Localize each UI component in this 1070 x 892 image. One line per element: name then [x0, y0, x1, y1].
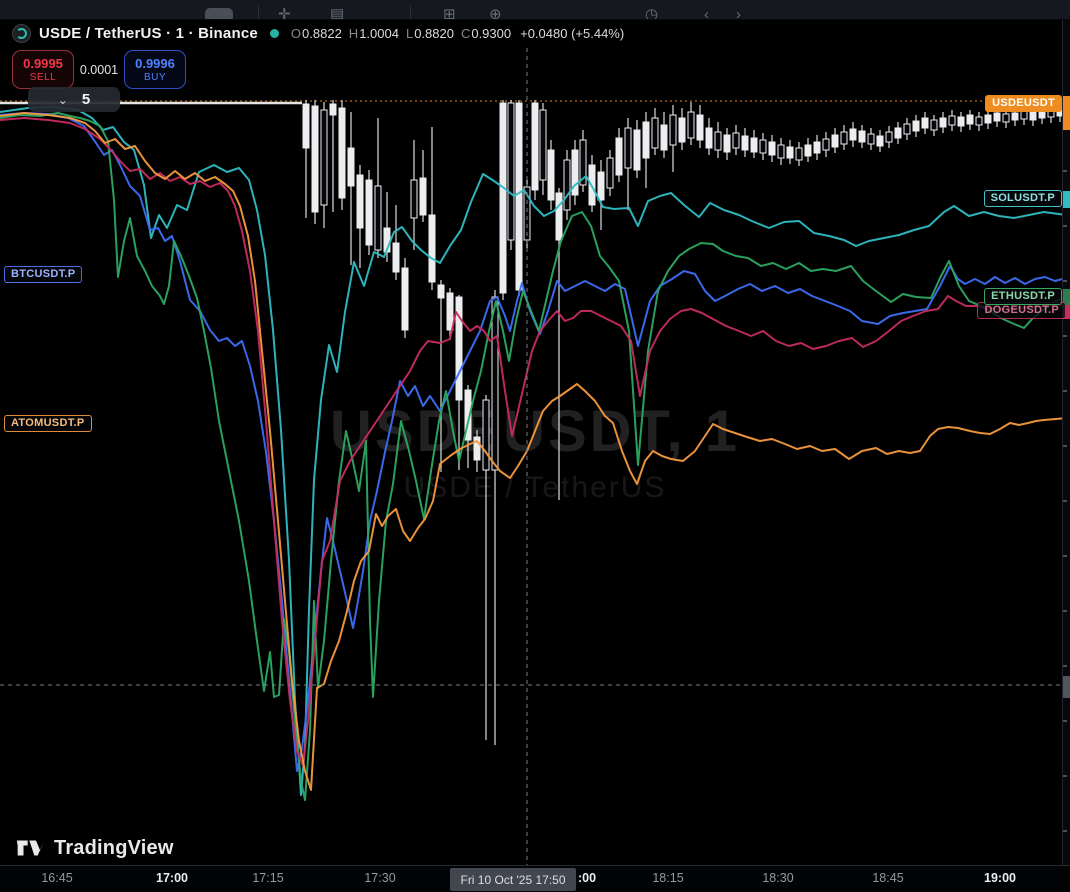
spread-value: 0.0001	[79, 62, 119, 77]
series-label-atomusdt[interactable]: ATOMUSDT.P	[4, 415, 92, 432]
time-axis-tick: 16:45	[41, 871, 73, 885]
price-axis-tick	[1063, 555, 1067, 557]
price-axis-chip	[1063, 676, 1070, 698]
watermark-description: USDE / TetherUS	[403, 471, 667, 504]
time-axis[interactable]: Fri 10 Oct '25 17:50 16:45 17:00 17:15 17:3…	[0, 865, 1070, 892]
price-axis-tick	[1063, 720, 1067, 722]
crosshair-style-icon[interactable]: ✛	[278, 6, 291, 20]
tradingview-logo[interactable]: TradingView	[16, 836, 174, 860]
top-toolbar: ✛ ▤ ⊞ ⊕ ◷ ‹ ›	[0, 0, 1070, 20]
price-axis[interactable]	[1062, 20, 1070, 865]
trade-panel: 0.9995 SELL 0.0001 0.9996 BUY	[12, 50, 186, 89]
time-axis-tick: 18:30	[762, 871, 794, 885]
change-value: +0.0480 (+5.44%)	[520, 26, 625, 41]
price-axis-tick	[1063, 280, 1067, 282]
price-axis-tick	[1063, 225, 1067, 227]
price-axis-tick	[1063, 335, 1067, 337]
sell-button[interactable]: 0.9995 SELL	[12, 50, 74, 89]
price-axis-chip	[1063, 96, 1070, 130]
series-label-ethusdt[interactable]: ETHUSDT.P	[984, 288, 1062, 305]
time-axis-tick: 19:00	[984, 871, 1016, 885]
chevron-down-icon: ⌄	[57, 92, 68, 107]
tradingview-logo-icon	[16, 840, 45, 856]
crosshair-time-label: Fri 10 Oct '25 17:50	[450, 868, 576, 891]
price-axis-tick	[1063, 390, 1067, 392]
ruler-icon[interactable]: ▤	[330, 6, 345, 20]
symbol-header: USDE / TetherUS · 1 · Binance O0.8822 H1…	[12, 24, 624, 43]
price-axis-tick	[1063, 445, 1067, 447]
series-label-usdeusdt[interactable]: USDEUSDT	[985, 95, 1062, 112]
high-label: H	[348, 26, 359, 41]
sell-label: SELL	[29, 72, 57, 83]
time-axis-tick: 18:15	[652, 871, 684, 885]
time-axis-tick: 17:00	[156, 871, 188, 885]
symbol-title[interactable]: USDE / TetherUS · 1 · Binance	[39, 25, 258, 42]
layout-grid-icon[interactable]: ⊞	[443, 6, 456, 20]
high-value: 1.0004	[359, 26, 399, 41]
interval-value: 5	[81, 91, 91, 108]
price-axis-chip	[1063, 305, 1070, 319]
ohlc-values: O0.8822 H1.0004 L0.8820 C0.9300 +0.0480 …	[291, 26, 624, 41]
open-value: 0.8822	[302, 26, 342, 41]
time-axis-tick: :00	[578, 871, 597, 885]
buy-label: BUY	[143, 72, 167, 83]
price-axis-chip	[1063, 191, 1070, 208]
time-axis-tick: 17:15	[252, 871, 284, 885]
price-axis-chip	[1063, 289, 1070, 305]
price-axis-tick	[1063, 500, 1067, 502]
price-axis-tick	[1063, 170, 1067, 172]
series-label-btcusdt[interactable]: BTCUSDT.P	[4, 266, 83, 283]
window-drag-handle[interactable]	[205, 8, 233, 19]
price-axis-tick	[1063, 610, 1067, 612]
sell-price: 0.9995	[23, 56, 63, 71]
market-status-icon[interactable]	[269, 29, 279, 38]
series-label-solusdt[interactable]: SOLUSDT.P	[983, 190, 1062, 207]
interval-selector[interactable]: ⌄ 5	[28, 87, 120, 112]
toolbar-divider	[258, 6, 259, 19]
toolbar-divider	[410, 6, 411, 19]
open-label: O	[290, 26, 302, 41]
time-axis-tick: 18:45	[872, 871, 904, 885]
chevron-left-icon[interactable]: ‹	[704, 6, 709, 20]
buy-button[interactable]: 0.9996 BUY	[124, 50, 186, 89]
low-value: 0.8820	[414, 26, 454, 41]
close-value: 0.9300	[471, 26, 512, 41]
series-label-dogeusdt[interactable]: DOGEUSDT.P	[977, 302, 1066, 319]
close-label: C	[460, 26, 471, 41]
price-axis-tick	[1063, 830, 1067, 832]
bar-replay-icon[interactable]: ◷	[645, 6, 659, 20]
chevron-right-icon[interactable]: ›	[736, 6, 741, 20]
symbol-logo-icon	[12, 24, 31, 43]
compare-add-icon[interactable]: ⊕	[489, 6, 502, 20]
low-label: L	[405, 26, 414, 41]
time-axis-tick: 17:30	[364, 871, 396, 885]
price-axis-tick	[1063, 775, 1067, 777]
price-axis-tick	[1063, 665, 1067, 667]
buy-price: 0.9996	[135, 56, 175, 71]
tradingview-logo-text: TradingView	[54, 836, 174, 859]
